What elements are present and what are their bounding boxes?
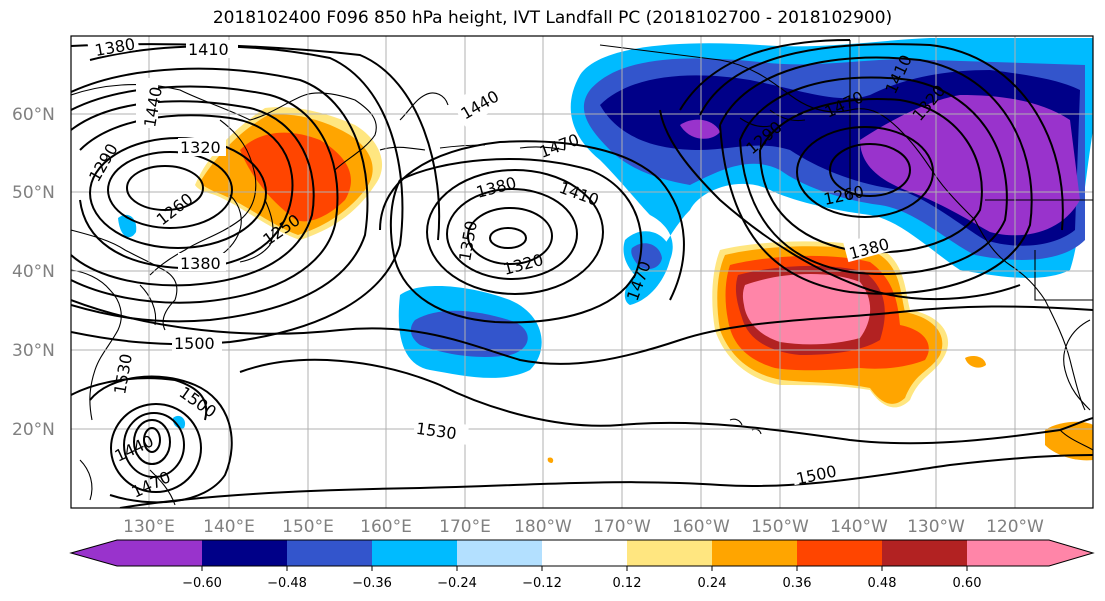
colorbar-tick-label: 0.60 [953, 576, 982, 591]
contour-label: 1380 [180, 254, 221, 273]
colorbar-tick-label: −0.24 [437, 576, 477, 591]
colorbar-tick-label: 0.36 [783, 576, 812, 591]
lon-label: 160°W [672, 517, 730, 537]
colorbar-swatch [542, 540, 627, 566]
lon-label: 170°E [439, 517, 491, 537]
colorbar-swatch [967, 540, 1049, 566]
colorbar-swatch [882, 540, 967, 566]
colorbar-swatch [797, 540, 882, 566]
colorbar: −0.60 −0.48 −0.36 −0.24 −0.12 0.12 0.24 … [69, 539, 1095, 591]
map-frame [70, 35, 1094, 509]
height-contours [71, 39, 1093, 508]
colorbar-swatch [712, 540, 797, 566]
colorbar-tick-label: −0.12 [522, 576, 562, 591]
lon-label: 130°W [907, 517, 965, 537]
contour-label: 1500 [174, 334, 215, 353]
colorbar-swatch [627, 540, 712, 566]
lon-label: 150°W [751, 517, 809, 537]
lat-label: 20°N [12, 420, 55, 440]
lon-label: 160°E [360, 517, 412, 537]
lat-label: 30°N [12, 341, 55, 361]
colorbar-tick-label: 0.12 [613, 576, 642, 591]
lon-label: 130°E [123, 517, 175, 537]
ivt-positive-shading [195, 107, 1093, 463]
lon-label: 180°W [514, 517, 572, 537]
lat-label: 50°N [12, 183, 55, 203]
lat-label: 60°N [12, 105, 55, 125]
colorbar-extend-low [71, 540, 117, 566]
colorbar-tick-label: −0.48 [267, 576, 307, 591]
lon-label: 150°E [282, 517, 334, 537]
colorbar-swatch [457, 540, 542, 566]
colorbar-tick-label: −0.60 [182, 576, 222, 591]
lon-label: 170°W [593, 517, 651, 537]
map-title: 2018102400 F096 850 hPa height, IVT Land… [212, 8, 893, 28]
longitude-labels: 130°E 140°E 150°E 160°E 170°E 180°W 170°… [123, 517, 1044, 537]
lon-label: 120°W [986, 517, 1044, 537]
latitude-labels: 60°N 50°N 40°N 30°N 20°N [12, 105, 55, 440]
lon-label: 140°E [203, 517, 255, 537]
colorbar-tick-label: 0.48 [868, 576, 897, 591]
colorbar-extend-high [1049, 540, 1093, 566]
colorbar-swatch [372, 540, 457, 566]
colorbar-swatch [202, 540, 287, 566]
colorbar-tick-label: 0.24 [698, 576, 727, 591]
lat-label: 40°N [12, 262, 55, 282]
map-area: 1380 1410 1440 1320 1290 1260 1250 1380 … [71, 36, 1093, 508]
lon-label: 140°W [830, 517, 888, 537]
colorbar-tick-label: −0.36 [352, 576, 392, 591]
contour-label: 1320 [180, 138, 221, 157]
colorbar-swatch [117, 540, 202, 566]
colorbar-swatch [287, 540, 372, 566]
contour-label: 1410 [188, 40, 229, 59]
